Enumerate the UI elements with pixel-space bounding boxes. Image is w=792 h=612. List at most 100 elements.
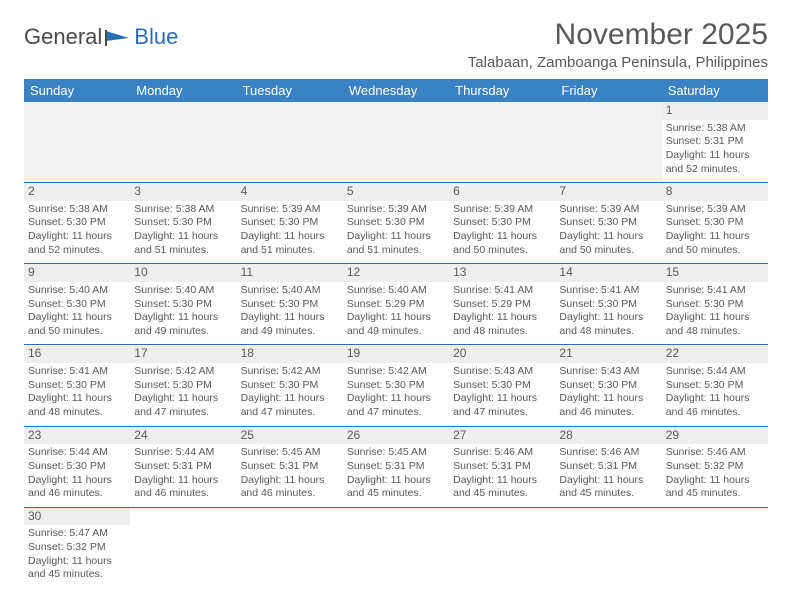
calendar-day-cell: 1Sunrise: 5:38 AMSunset: 5:31 PMDaylight… — [662, 102, 768, 183]
day-number: 4 — [237, 183, 343, 201]
calendar-day-cell: 4 Sunrise: 5:39 AMSunset: 5:30 PMDaylight… — [237, 183, 343, 264]
day-number: 26 — [343, 427, 449, 445]
day-number: 19 — [343, 345, 449, 363]
day-info: Sunrise: 5:44 AMSunset: 5:31 PMDaylight:… — [134, 446, 232, 501]
day-number: 30 — [24, 508, 130, 526]
day-info: Sunrise: 5:46 AMSunset: 5:32 PMDaylight:… — [666, 446, 764, 501]
calendar-day-cell: 9 Sunrise: 5:40 AMSunset: 5:30 PMDaylight… — [24, 264, 130, 345]
calendar-day-cell: 10 Sunrise: 5:40 AMSunset: 5:30 PMDayligh… — [130, 264, 236, 345]
day-info: Sunrise: 5:39 AMSunset: 5:30 PMDaylight:… — [559, 203, 657, 258]
calendar-empty-cell — [237, 102, 343, 183]
title-block: November 2025 Talabaan, Zamboanga Penins… — [468, 18, 768, 71]
day-info: Sunrise: 5:39 AMSunset: 5:30 PMDaylight:… — [347, 203, 445, 258]
calendar-row: 1Sunrise: 5:38 AMSunset: 5:31 PMDaylight… — [24, 102, 768, 183]
day-info: Sunrise: 5:39 AMSunset: 5:30 PMDaylight:… — [241, 203, 339, 258]
calendar-row: 23Sunrise: 5:44 AMSunset: 5:30 PMDayligh… — [24, 426, 768, 507]
day-number: 7 — [555, 183, 661, 201]
calendar-empty-cell — [130, 507, 236, 588]
calendar-empty-cell — [555, 507, 661, 588]
day-info: Sunrise: 5:43 AMSunset: 5:30 PMDaylight:… — [559, 365, 657, 420]
calendar-day-cell: 18 Sunrise: 5:42 AMSunset: 5:30 PMDayligh… — [237, 345, 343, 426]
day-number: 9 — [24, 264, 130, 282]
calendar-empty-cell — [24, 102, 130, 183]
header: General Blue November 2025 Talabaan, Zam… — [24, 18, 768, 71]
weekday-row: SundayMondayTuesdayWednesdayThursdayFrid… — [24, 79, 768, 102]
day-info: Sunrise: 5:38 AMSunset: 5:30 PMDaylight:… — [28, 203, 126, 258]
calendar-day-cell: 13Sunrise: 5:41 AMSunset: 5:29 PMDayligh… — [449, 264, 555, 345]
weekday-header: Thursday — [449, 79, 555, 102]
day-number: 2 — [24, 183, 130, 201]
day-info: Sunrise: 5:42 AMSunset: 5:30 PMDaylight:… — [134, 365, 232, 420]
weekday-header: Monday — [130, 79, 236, 102]
day-number: 22 — [662, 345, 768, 363]
day-info: Sunrise: 5:46 AMSunset: 5:31 PMDaylight:… — [453, 446, 551, 501]
calendar-day-cell: 17 Sunrise: 5:42 AMSunset: 5:30 PMDayligh… — [130, 345, 236, 426]
calendar-day-cell: 7 Sunrise: 5:39 AMSunset: 5:30 PMDaylight… — [555, 183, 661, 264]
day-number: 18 — [237, 345, 343, 363]
calendar-day-cell: 30Sunrise: 5:47 AMSunset: 5:32 PMDayligh… — [24, 507, 130, 588]
day-number: 29 — [662, 427, 768, 445]
day-info: Sunrise: 5:41 AMSunset: 5:30 PMDaylight:… — [28, 365, 126, 420]
calendar-day-cell: 6Sunrise: 5:39 AMSunset: 5:30 PMDaylight… — [449, 183, 555, 264]
day-number: 23 — [24, 427, 130, 445]
day-info: Sunrise: 5:47 AMSunset: 5:32 PMDaylight:… — [28, 527, 126, 582]
calendar-day-cell: 15 Sunrise: 5:41 AMSunset: 5:30 PMDayligh… — [662, 264, 768, 345]
day-number: 1 — [662, 102, 768, 120]
calendar-empty-cell — [343, 102, 449, 183]
day-info: Sunrise: 5:41 AMSunset: 5:29 PMDaylight:… — [453, 284, 551, 339]
calendar-day-cell: 23Sunrise: 5:44 AMSunset: 5:30 PMDayligh… — [24, 426, 130, 507]
day-info: Sunrise: 5:40 AMSunset: 5:30 PMDaylight:… — [28, 284, 126, 339]
day-number: 17 — [130, 345, 236, 363]
calendar-empty-cell — [662, 507, 768, 588]
calendar-day-cell: 12 Sunrise: 5:40 AMSunset: 5:29 PMDayligh… — [343, 264, 449, 345]
weekday-header: Tuesday — [237, 79, 343, 102]
calendar-body: 1Sunrise: 5:38 AMSunset: 5:31 PMDaylight… — [24, 102, 768, 588]
day-info: Sunrise: 5:42 AMSunset: 5:30 PMDaylight:… — [241, 365, 339, 420]
calendar-day-cell: 28Sunrise: 5:46 AMSunset: 5:31 PMDayligh… — [555, 426, 661, 507]
day-info: Sunrise: 5:45 AMSunset: 5:31 PMDaylight:… — [347, 446, 445, 501]
calendar-day-cell: 29Sunrise: 5:46 AMSunset: 5:32 PMDayligh… — [662, 426, 768, 507]
day-number: 6 — [449, 183, 555, 201]
day-number: 3 — [130, 183, 236, 201]
calendar-empty-cell — [130, 102, 236, 183]
calendar-day-cell: 19 Sunrise: 5:42 AMSunset: 5:30 PMDayligh… — [343, 345, 449, 426]
day-info: Sunrise: 5:42 AMSunset: 5:30 PMDaylight:… — [347, 365, 445, 420]
calendar-day-cell: 26Sunrise: 5:45 AMSunset: 5:31 PMDayligh… — [343, 426, 449, 507]
day-info: Sunrise: 5:40 AMSunset: 5:30 PMDaylight:… — [241, 284, 339, 339]
day-info: Sunrise: 5:39 AMSunset: 5:30 PMDaylight:… — [666, 203, 764, 258]
day-info: Sunrise: 5:45 AMSunset: 5:31 PMDaylight:… — [241, 446, 339, 501]
day-number: 12 — [343, 264, 449, 282]
day-info: Sunrise: 5:40 AMSunset: 5:29 PMDaylight:… — [347, 284, 445, 339]
day-info: Sunrise: 5:40 AMSunset: 5:30 PMDaylight:… — [134, 284, 232, 339]
day-number: 8 — [662, 183, 768, 201]
day-info: Sunrise: 5:41 AMSunset: 5:30 PMDaylight:… — [559, 284, 657, 339]
calendar-day-cell: 16Sunrise: 5:41 AMSunset: 5:30 PMDayligh… — [24, 345, 130, 426]
calendar-empty-cell — [237, 507, 343, 588]
calendar-row: 9Sunrise: 5:40 AMSunset: 5:30 PMDaylight… — [24, 264, 768, 345]
calendar-day-cell: 27Sunrise: 5:46 AMSunset: 5:31 PMDayligh… — [449, 426, 555, 507]
calendar-empty-cell — [449, 102, 555, 183]
day-number: 21 — [555, 345, 661, 363]
day-info: Sunrise: 5:46 AMSunset: 5:31 PMDaylight:… — [559, 446, 657, 501]
calendar-row: 2Sunrise: 5:38 AMSunset: 5:30 PMDaylight… — [24, 183, 768, 264]
day-number: 10 — [130, 264, 236, 282]
day-info: Sunrise: 5:38 AMSunset: 5:30 PMDaylight:… — [134, 203, 232, 258]
calendar-day-cell: 22Sunrise: 5:44 AMSunset: 5:30 PMDayligh… — [662, 345, 768, 426]
calendar-day-cell: 5Sunrise: 5:39 AMSunset: 5:30 PMDaylight… — [343, 183, 449, 264]
logo: General Blue — [24, 18, 178, 50]
calendar-day-cell: 20Sunrise: 5:43 AMSunset: 5:30 PMDayligh… — [449, 345, 555, 426]
weekday-header: Saturday — [662, 79, 768, 102]
day-number: 24 — [130, 427, 236, 445]
day-info: Sunrise: 5:44 AMSunset: 5:30 PMDaylight:… — [28, 446, 126, 501]
day-number: 15 — [662, 264, 768, 282]
calendar-day-cell: 14Sunrise: 5:41 AMSunset: 5:30 PMDayligh… — [555, 264, 661, 345]
calendar-day-cell: 21 Sunrise: 5:43 AMSunset: 5:30 PMDayligh… — [555, 345, 661, 426]
calendar-empty-cell — [343, 507, 449, 588]
logo-text-1: General — [24, 24, 102, 50]
day-info: Sunrise: 5:41 AMSunset: 5:30 PMDaylight:… — [666, 284, 764, 339]
day-number: 25 — [237, 427, 343, 445]
day-number: 27 — [449, 427, 555, 445]
calendar-day-cell: 8 Sunrise: 5:39 AMSunset: 5:30 PMDaylight… — [662, 183, 768, 264]
calendar-day-cell: 3 Sunrise: 5:38 AMSunset: 5:30 PMDaylight… — [130, 183, 236, 264]
calendar-table: SundayMondayTuesdayWednesdayThursdayFrid… — [24, 79, 768, 588]
